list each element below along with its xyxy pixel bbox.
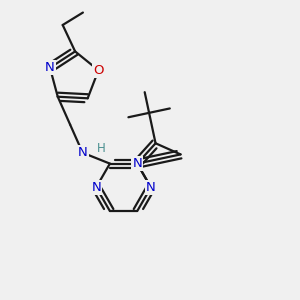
Text: N: N <box>146 181 156 194</box>
Text: O: O <box>93 64 104 77</box>
Text: N: N <box>91 181 101 194</box>
Text: N: N <box>132 157 142 170</box>
Text: H: H <box>97 142 105 155</box>
Text: N: N <box>78 146 88 159</box>
Text: N: N <box>45 61 55 74</box>
